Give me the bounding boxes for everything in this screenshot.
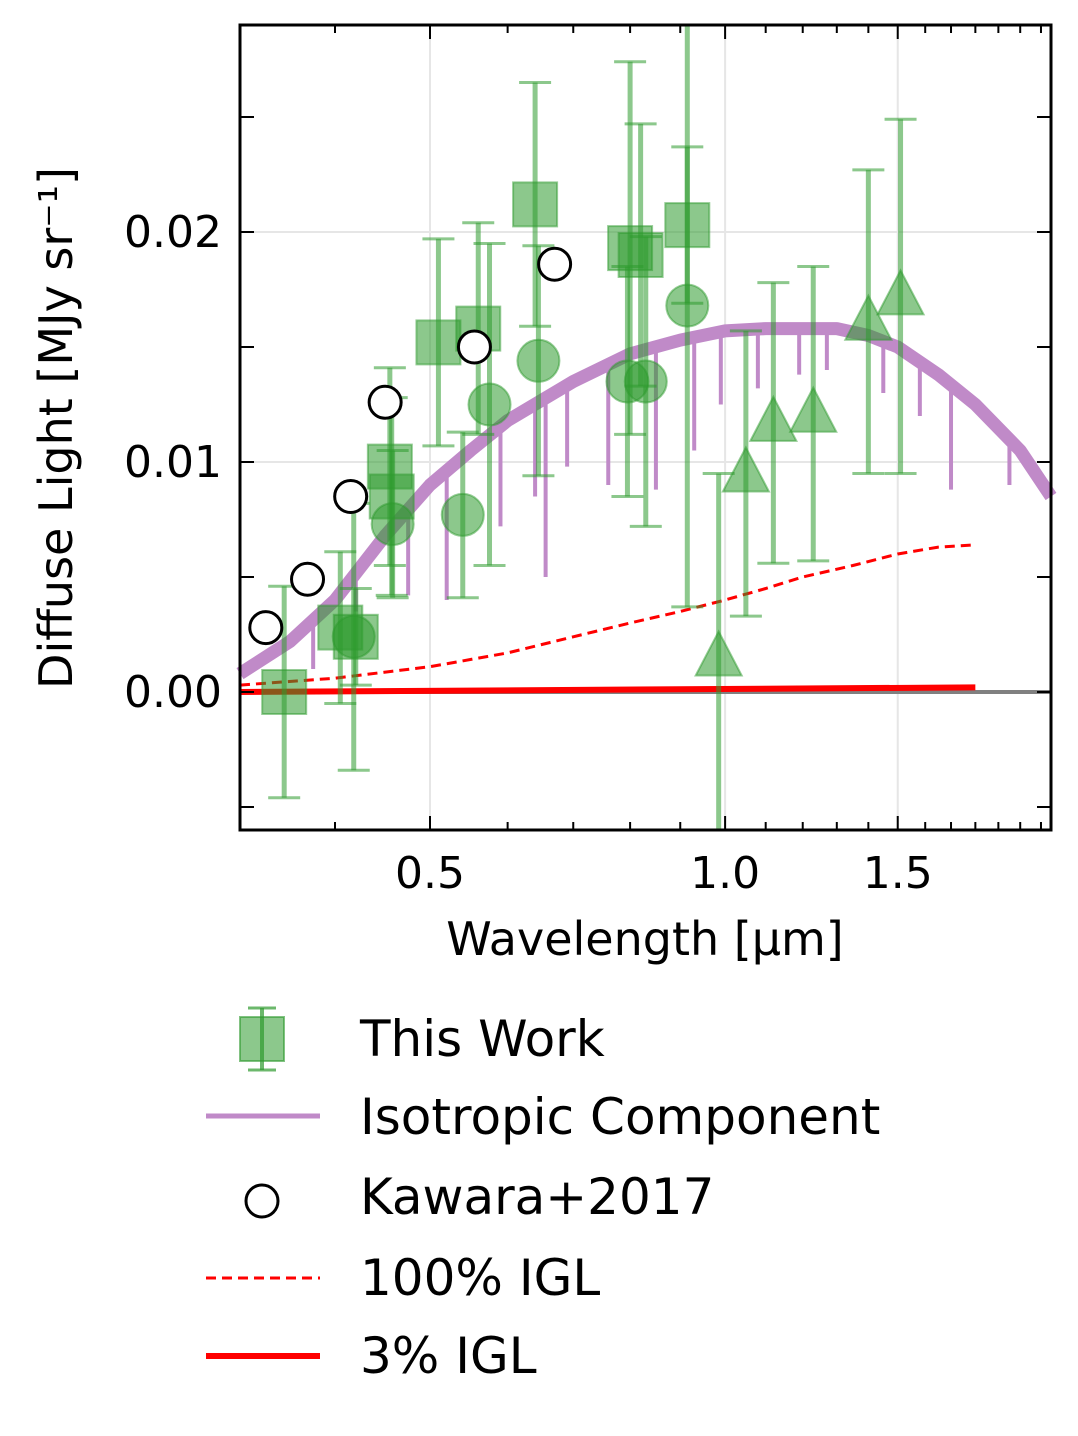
y-tick-label: 0.00 [124, 667, 222, 718]
this-work-circle-marker [440, 492, 485, 537]
tick-layer: 0.5 1.0 1.5 0.00 0.01 0.02 [124, 25, 1051, 899]
x-axis-title: Wavelength [μm] [446, 912, 843, 966]
this-work-square-marker [261, 669, 308, 715]
marker-layer [261, 181, 926, 715]
this-work-triangle-marker [843, 293, 894, 341]
plot-frame [238, 23, 1053, 832]
kawara-marker [456, 329, 492, 365]
legend-label-kawara: Kawara+2017 [360, 1168, 714, 1226]
legend-marker-kawara [244, 1183, 280, 1219]
y-axis-title: Diffuse Light [MJy sr⁻¹] [29, 167, 83, 689]
kawara-marker [248, 610, 284, 646]
this-work-circle-marker [370, 502, 415, 547]
legend-label-igl-3: 3% IGL [360, 1327, 537, 1385]
x-tick-label: 1.5 [863, 848, 933, 899]
this-work-square-marker [664, 202, 711, 249]
this-work-triangle-marker [694, 629, 744, 677]
kawara-marker [367, 384, 403, 420]
this-work-circle-marker [665, 283, 710, 328]
this-work-circle-marker [331, 614, 376, 659]
this-work-circle-marker [516, 338, 561, 383]
kawara-marker [290, 561, 326, 597]
legend: This Work Isotropic Component Kawara+201… [206, 1006, 880, 1385]
igl-3-curve [239, 684, 976, 695]
kawara-layer [248, 246, 573, 646]
this-work-square-marker [617, 232, 664, 278]
this-work-triangle-marker [788, 385, 838, 433]
this-work-circle-marker [623, 359, 668, 404]
legend-marker-this-work [239, 1006, 285, 1072]
x-tick-label: 1.0 [690, 848, 760, 899]
this-work-triangle-marker [875, 268, 926, 316]
legend-label-isotropic: Isotropic Component [360, 1088, 880, 1146]
x-tick-label: 0.5 [395, 848, 465, 899]
this-work-circle-marker [467, 382, 512, 427]
kawara-marker [537, 246, 573, 282]
this-work-square-marker [512, 181, 559, 228]
this-work-square-marker [415, 319, 462, 366]
y-tick-label: 0.01 [124, 437, 222, 488]
y-tick-label: 0.02 [124, 207, 222, 258]
this-work-triangle-marker [721, 445, 771, 493]
kawara-marker [333, 479, 369, 514]
legend-label-igl-100: 100% IGL [360, 1249, 600, 1307]
this-work-triangle-marker [748, 394, 799, 442]
legend-label-this-work: This Work [359, 1010, 605, 1068]
